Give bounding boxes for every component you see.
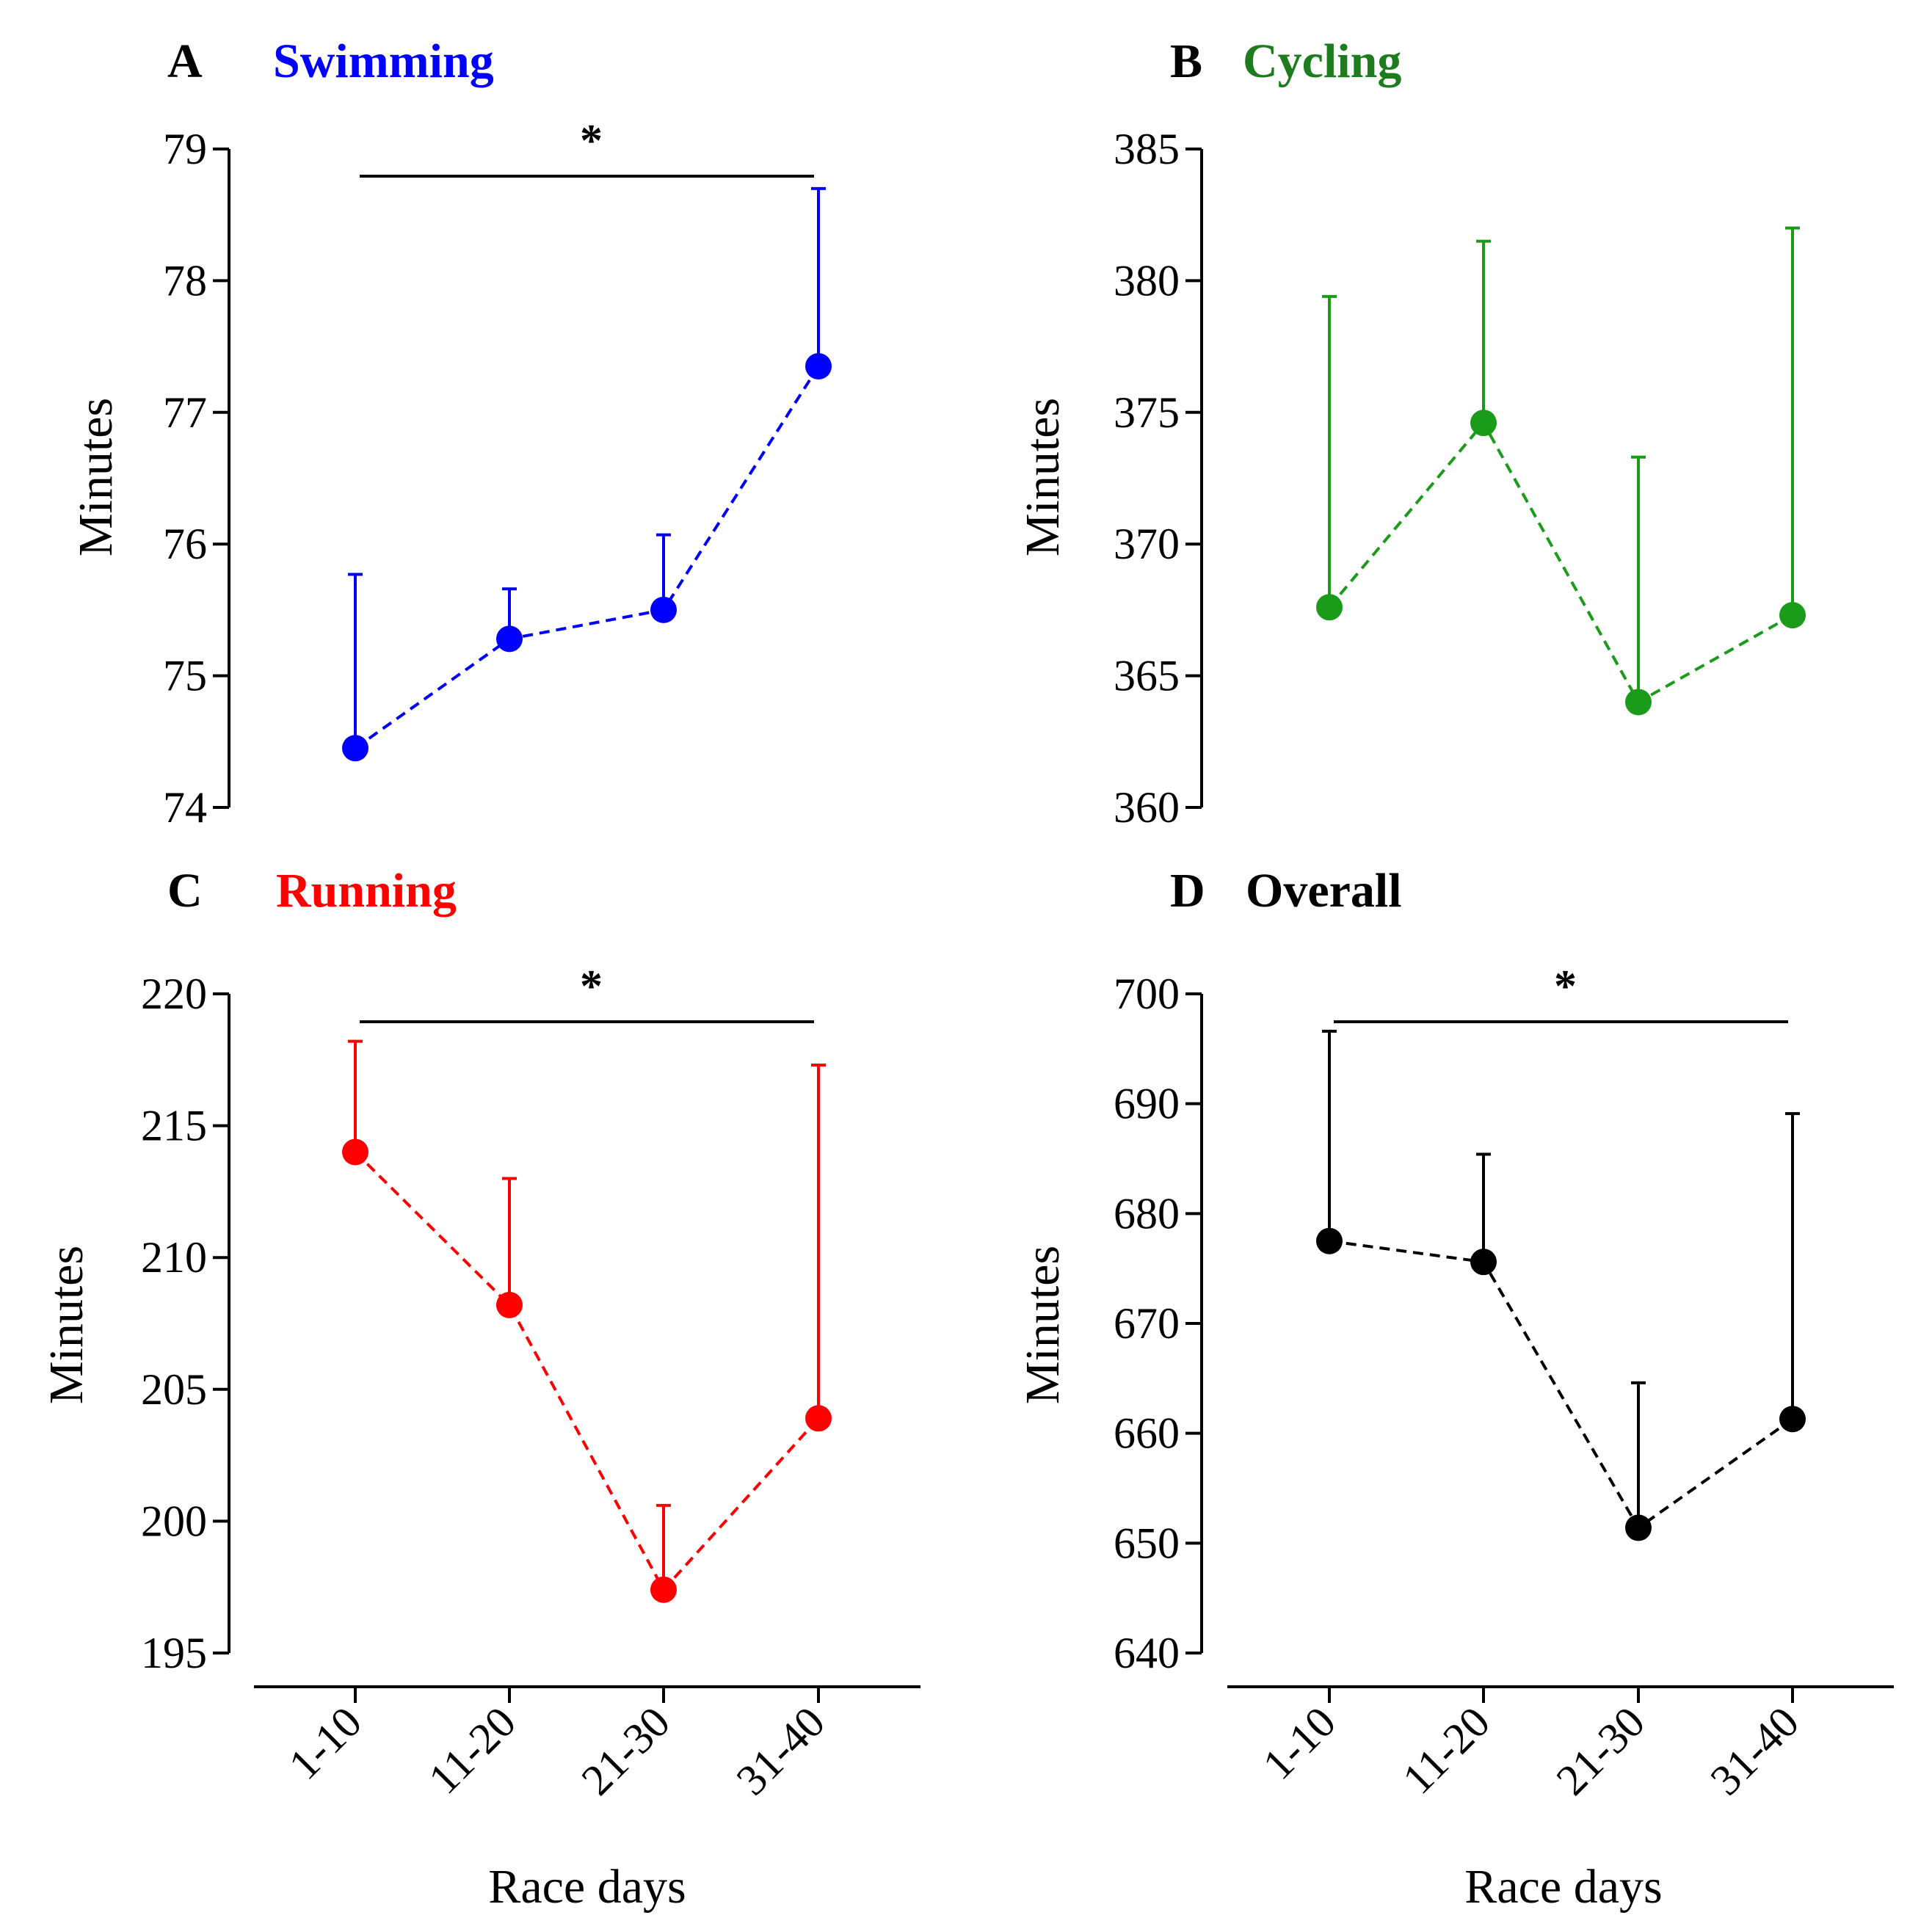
plot-area-b: 360 365 370 375 380 385 xyxy=(1114,125,1806,832)
y-tick-label: 76 xyxy=(163,520,207,568)
y-tick-label: 79 xyxy=(163,125,207,173)
data-point xyxy=(1625,1514,1652,1541)
y-tick-label: 670 xyxy=(1114,1299,1180,1348)
series-line xyxy=(1329,1239,1794,1530)
data-point xyxy=(342,735,368,762)
y-tick-label: 77 xyxy=(163,388,207,437)
x-axis-title-d: Race days xyxy=(1464,1860,1662,1914)
data-point xyxy=(805,1405,832,1432)
panel-title-overall: Overall xyxy=(1246,864,1402,918)
data-point xyxy=(1316,594,1343,621)
panel-title-cycling: Cycling xyxy=(1243,34,1401,88)
y-tick-label: 660 xyxy=(1114,1409,1180,1458)
panel-d: D Overall Minutes Race days 640 650 660 670… xyxy=(1016,864,1894,1914)
y-axis-title-c: Minutes xyxy=(40,1246,93,1404)
y-tick-label: 650 xyxy=(1114,1519,1180,1567)
y-tick-label: 75 xyxy=(163,652,207,700)
y-tick-label: 220 xyxy=(141,970,207,1018)
panel-a: A Swimming Minutes 74 75 76 77 78 79 * xyxy=(69,34,832,832)
y-tick-label: 375 xyxy=(1114,388,1180,437)
y-tick-label: 215 xyxy=(141,1102,207,1150)
y-tick-label: 195 xyxy=(141,1629,207,1677)
y-tick-label: 78 xyxy=(163,256,207,305)
data-point xyxy=(650,596,677,623)
y-tick-label: 370 xyxy=(1114,520,1180,568)
data-point xyxy=(1470,1249,1497,1276)
y-tick-label: 680 xyxy=(1114,1189,1180,1238)
data-point xyxy=(342,1138,368,1166)
y-axis-title-b: Minutes xyxy=(1016,398,1070,556)
data-point xyxy=(496,625,523,653)
y-axis-title-d: Minutes xyxy=(1016,1246,1070,1404)
y-tick-label: 205 xyxy=(141,1365,207,1414)
y-tick-label: 640 xyxy=(1114,1629,1180,1677)
data-point xyxy=(805,353,832,380)
x-axis-title-c: Race days xyxy=(488,1860,686,1914)
y-tick-label: 690 xyxy=(1114,1080,1180,1128)
y-tick-label: 74 xyxy=(163,783,207,832)
significance-star: * xyxy=(1554,962,1577,1011)
data-point xyxy=(1470,410,1497,437)
panel-letter-c: C xyxy=(167,864,203,918)
data-point xyxy=(1316,1227,1343,1254)
y-tick-label: 385 xyxy=(1114,125,1180,173)
series-line xyxy=(1328,420,1793,705)
y-tick-label: 360 xyxy=(1114,783,1180,832)
significance-star: * xyxy=(580,962,603,1011)
panel-letter-d: D xyxy=(1170,864,1205,918)
panel-title-swimming: Swimming xyxy=(273,34,494,88)
significance-star: * xyxy=(580,116,603,166)
y-tick-label: 365 xyxy=(1114,652,1180,700)
panel-title-running: Running xyxy=(276,864,457,918)
panel-b: B Cycling Minutes 360 365 370 375 380 385 xyxy=(1016,34,1806,832)
panel-letter-a: A xyxy=(167,34,203,88)
series-line xyxy=(354,365,820,749)
y-axis-title-a: Minutes xyxy=(69,398,123,556)
y-tick-label: 700 xyxy=(1114,970,1180,1018)
plot-area-a: 74 75 76 77 78 79 * xyxy=(163,116,832,832)
data-point xyxy=(1779,1406,1806,1433)
panel-letter-b: B xyxy=(1170,34,1202,88)
y-tick-label: 200 xyxy=(141,1497,207,1545)
data-point xyxy=(1625,689,1652,716)
y-tick-label: 210 xyxy=(141,1233,207,1282)
data-point xyxy=(650,1576,677,1603)
data-point xyxy=(1779,602,1806,629)
series-line xyxy=(354,1151,820,1593)
y-tick-label: 380 xyxy=(1114,256,1180,305)
data-point xyxy=(496,1291,523,1318)
